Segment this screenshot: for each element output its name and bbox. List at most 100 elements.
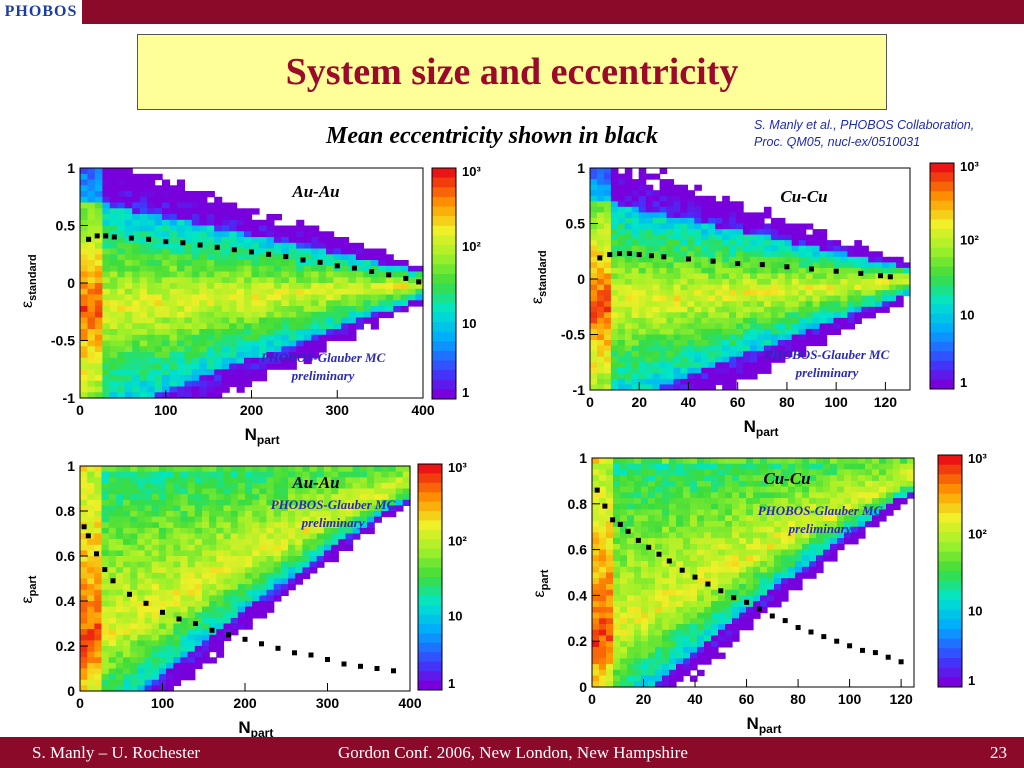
heatmap-cell [757,262,765,269]
heatmap-cell [130,466,138,473]
heatmap-cell [202,612,210,619]
heatmap-cell [216,516,225,523]
heatmap-cell [666,217,675,224]
heatmap-cell [784,340,793,347]
heatmap-cell [381,477,390,484]
heatmap-cell [237,533,246,540]
heatmap-cell [631,234,640,241]
heatmap-cell [400,300,409,307]
heatmap-cell [708,340,716,347]
heatmap-cell [252,556,260,563]
heatmap-cell [216,572,225,580]
heatmap-cell [666,212,675,219]
heatmap-cell [708,384,716,391]
colorbar-segment [432,302,456,313]
heatmap-cell [169,346,178,353]
heatmap-cell [694,362,702,369]
heatmap-cell [296,346,305,353]
heatmap-cell [341,265,350,273]
heatmap-cell [123,561,131,568]
heatmap-cell [237,539,246,546]
heatmap-cell [244,300,253,307]
heatmap-cell [620,515,628,522]
heatmap-cell [590,279,598,286]
heatmap-cell [704,601,712,608]
heatmap-cell [760,469,768,476]
heatmap-cell [348,334,357,342]
heatmap-cell [139,265,148,273]
heatmap-cell [606,515,614,522]
heatmap-cell [592,538,600,545]
heatmap-cell [718,509,726,516]
heatmap-cell [732,475,740,482]
heatmap-cell [597,334,605,341]
heatmap-cell [645,173,654,180]
heatmap-cell [137,533,146,540]
heatmap-cell [620,469,628,476]
heatmap-cell [669,458,677,465]
heatmap-cell [132,317,141,324]
heatmap-cell [139,294,148,301]
heatmap-cell [101,561,110,568]
heatmap-cell [617,384,626,391]
heatmap-cell [819,317,828,324]
heatmap-cell [889,290,897,297]
heatmap-cell [631,240,640,247]
heatmap-cell [641,509,649,516]
heatmap-cell [180,572,189,580]
heatmap-cell [214,340,223,347]
heatmap-cell [251,271,260,278]
heatmap-cell [94,375,103,382]
heatmap-cell [266,225,275,232]
heatmap-cell [641,486,649,493]
heatmap-cell [718,624,726,631]
heatmap-cell [303,294,312,301]
heatmap-cell [763,245,772,252]
heatmap-cell [805,279,814,286]
heatmap-cell [385,306,394,313]
heatmap-cell [641,658,649,665]
heatmap-cell [641,543,649,551]
heatmap-cell [331,522,339,529]
heatmap-cell [617,367,626,374]
heatmap-cell [331,511,339,518]
heatmap-cell [102,340,111,347]
heatmap-cell [273,317,282,324]
heatmap-cell [750,267,758,274]
heatmap-cell [732,601,740,608]
heatmap-cell [627,589,635,596]
heatmap-cell [613,595,621,602]
heatmap-cell [169,208,178,215]
heatmap-cell [652,340,661,347]
heatmap-cell [139,231,148,238]
heatmap-cell [624,362,633,369]
heatmap-cell [739,480,747,488]
heatmap-cell [288,323,297,330]
heatmap-cell [641,532,649,539]
heatmap-cell [777,351,786,358]
heatmap-cell [94,589,103,596]
heatmap-cell [230,578,239,585]
heatmap-cell [154,375,163,382]
heatmap-cell [101,482,110,490]
heatmap-cell [221,248,230,255]
heatmap-cell [273,288,282,296]
heatmap-cell [318,346,327,353]
heatmap-cell [115,601,124,608]
heatmap-cell [767,526,775,533]
colorbar-segment [432,206,456,217]
heatmap-cell [117,329,126,336]
heatmap-cell [216,561,225,568]
mean-point [626,251,632,256]
heatmap-cell [617,173,626,180]
heatmap-cell [154,265,163,273]
heatmap-cell [676,669,684,677]
heatmap-cell [739,578,747,585]
heatmap-cell [610,273,619,280]
heatmap-cell [117,317,126,324]
heatmap-cell [229,271,238,278]
heatmap-cell [889,262,897,269]
heatmap-cell [715,312,723,319]
heatmap-cell [199,254,208,261]
heatmap-cell [333,288,342,296]
